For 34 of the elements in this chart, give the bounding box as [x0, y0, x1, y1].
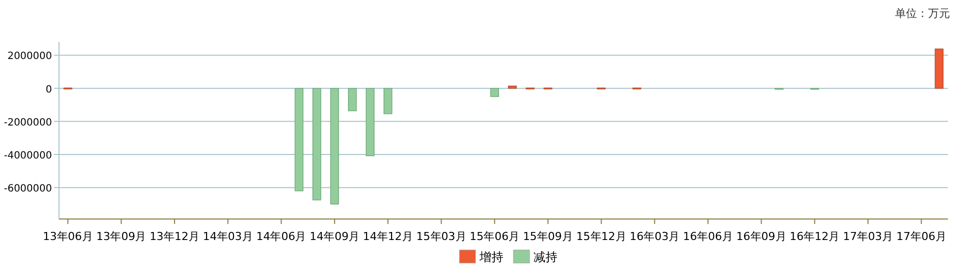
- x-tick-label: 14年12月: [362, 230, 413, 243]
- bar: [384, 88, 392, 114]
- bar: [330, 88, 339, 204]
- x-tick-label: 13年06月: [42, 230, 93, 243]
- bar: [294, 88, 304, 192]
- x-tick-label: 16年12月: [790, 230, 840, 243]
- x-tick-label: 15年03月: [416, 230, 466, 243]
- x-tick-label: 16年06月: [682, 230, 733, 243]
- bar: [490, 88, 499, 97]
- y-tick-label: -4000000: [4, 150, 52, 162]
- x-tick-label: 13年09月: [96, 230, 146, 243]
- y-tick-label: 2000000: [7, 51, 52, 62]
- x-tick-label: 16年09月: [736, 230, 786, 243]
- bar: [508, 86, 517, 89]
- legend-label: 增持: [478, 250, 504, 264]
- bar: [366, 88, 374, 156]
- bar: [312, 88, 322, 200]
- x-tick-label: 15年06月: [470, 230, 520, 243]
- x-tick-label: 14年09月: [310, 230, 360, 243]
- x-tick-label: 15年09月: [522, 230, 573, 243]
- legend-label: 减持: [534, 250, 558, 264]
- y-tick-label: 0: [46, 84, 52, 96]
- x-tick-label: 14年03月: [202, 230, 253, 243]
- x-tick-label: 13年12月: [150, 230, 200, 243]
- x-tick-label: 17年06月: [896, 230, 946, 243]
- x-tick-label: 14年06月: [256, 230, 306, 243]
- text: 单位：万元: [895, 7, 950, 20]
- y-tick-label: -6000000: [4, 184, 52, 195]
- x-tick-label: 17年03月: [842, 230, 893, 243]
- x-tick-label: 16年03月: [630, 230, 680, 243]
- x-tick-label: 15年12月: [576, 230, 626, 243]
- y-tick-label: -2000000: [4, 117, 52, 128]
- bar: [934, 48, 944, 89]
- bar: [348, 88, 357, 112]
